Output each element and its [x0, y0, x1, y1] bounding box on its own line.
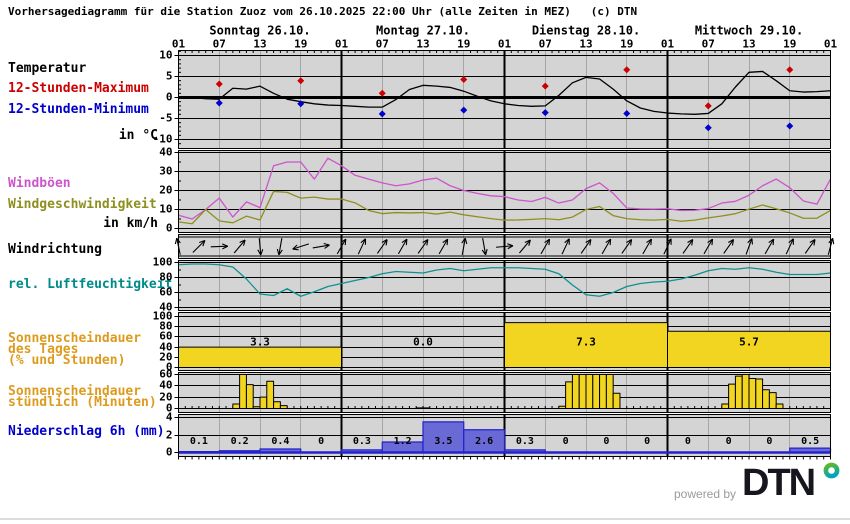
- label-12h-maximum: 12-Stunden-Maximum: [8, 81, 149, 96]
- forecast-chart: [150, 22, 840, 462]
- footer-divider: [0, 518, 850, 520]
- label-12h-minimum: 12-Stunden-Minimum: [8, 102, 149, 117]
- label-humidity: rel. Luftfeuchtigkeit: [8, 277, 173, 292]
- dtn-logo-text: DTN: [742, 462, 816, 504]
- label-sunshine-day-1: Sonnenscheindauer: [8, 331, 142, 346]
- label-wind-unit: in km/h: [103, 216, 158, 231]
- label-wind-direction: Windrichtung: [8, 242, 102, 257]
- label-sunshine-hourly-1: Sonnenscheindauer: [8, 384, 142, 399]
- page-title: Vorhersagediagramm für die Station Zuoz …: [8, 5, 638, 18]
- label-wind-gusts: Windböen: [8, 176, 71, 191]
- label-temperature: Temperatur: [8, 61, 87, 76]
- label-wind-speed: Windgeschwindigkeit: [8, 197, 157, 212]
- label-temp-unit: in °C: [118, 128, 158, 143]
- label-precipitation: Niederschlag 6h (mm): [8, 424, 165, 439]
- label-sunshine-hourly-2: stündlich (Minuten): [8, 395, 157, 410]
- label-sunshine-day-3: (% und Stunden): [8, 353, 126, 368]
- dtn-logo-dot-icon: [823, 462, 840, 479]
- label-sunshine-day-2: des Tages: [8, 342, 79, 357]
- powered-by-text: powered by: [674, 487, 737, 501]
